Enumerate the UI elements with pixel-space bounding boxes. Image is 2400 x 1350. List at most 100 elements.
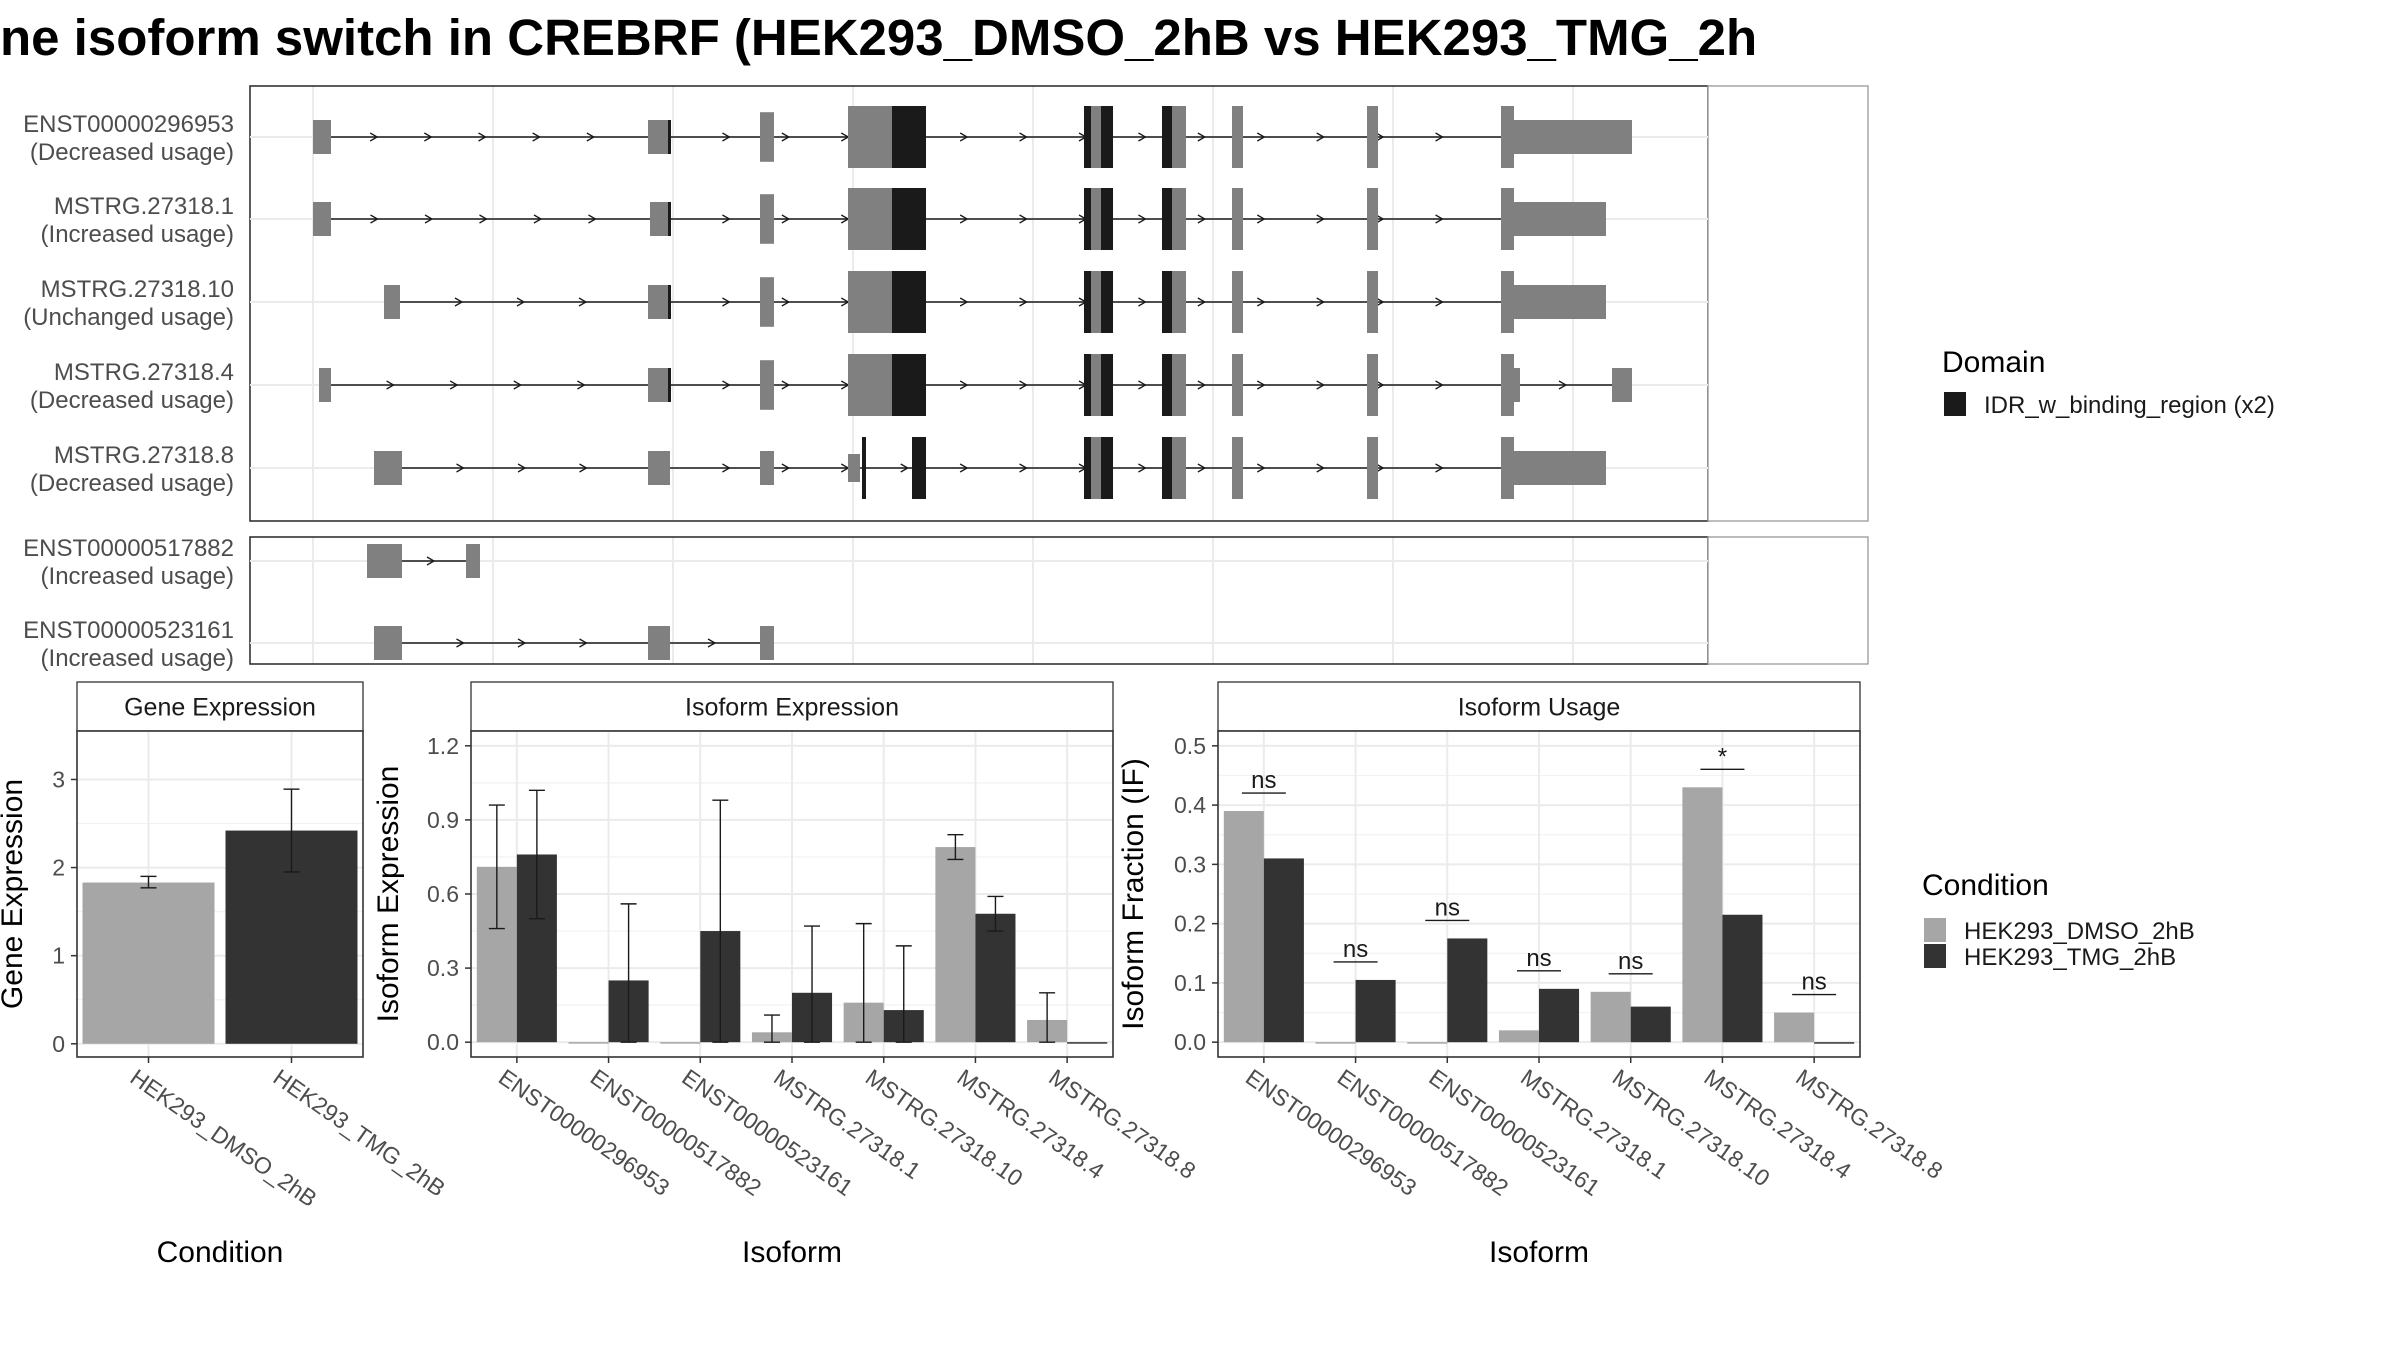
significance-label: ns <box>1618 948 1643 975</box>
bar <box>975 913 1016 1043</box>
direction-arrow <box>1435 297 1444 307</box>
direction-arrow <box>1138 463 1147 473</box>
direction-arrow <box>781 132 791 142</box>
chart-strip <box>1217 681 1861 732</box>
exon-block <box>319 368 331 402</box>
transcript-label-1: MSTRG.27318.1 (Increased usage) <box>41 193 234 248</box>
exon-block <box>1612 368 1632 402</box>
bar <box>1722 914 1763 1043</box>
domain-block <box>892 271 926 333</box>
direction-arrow <box>578 297 588 307</box>
exon-block <box>1091 106 1101 168</box>
direction-arrow <box>1316 463 1326 473</box>
y-tick-label: 0.0 <box>427 1029 459 1055</box>
y-tick-label: 0.3 <box>427 955 459 981</box>
direction-arrow <box>386 380 395 390</box>
significance-label: ns <box>1801 969 1826 996</box>
condition-legend-label-dmso: HEK293_DMSO_2hB <box>1964 918 2195 945</box>
exon-block <box>1514 368 1520 402</box>
exon-block <box>1172 188 1186 250</box>
exon-block <box>1367 437 1378 499</box>
y-tick-label: 0.1 <box>1174 970 1206 996</box>
direction-arrow <box>959 297 969 307</box>
exon-block <box>848 188 892 250</box>
bar <box>1590 991 1631 1043</box>
bar <box>1067 1042 1108 1044</box>
exon-block <box>1514 285 1606 319</box>
significance-label: * <box>1718 743 1727 770</box>
direction-arrow <box>722 463 731 473</box>
y-tick-label: 1.2 <box>427 733 459 759</box>
direction-arrow <box>722 132 731 142</box>
direction-arrow <box>1435 463 1444 473</box>
exon-block <box>384 285 400 319</box>
direction-arrow <box>1375 297 1385 307</box>
x-tick-label: ENST00000523161 <box>677 1064 857 1201</box>
domain-block <box>1101 106 1113 168</box>
y-tick-label: 0.4 <box>1174 792 1206 818</box>
transcript-label-2: MSTRG.27318.10 (Unchanged usage) <box>23 276 234 331</box>
x-axis-title: Condition <box>157 1236 284 1269</box>
direction-arrow <box>1256 463 1266 473</box>
direction-arrow <box>1019 214 1028 224</box>
exon-block <box>1172 106 1186 168</box>
exon-block <box>760 451 774 485</box>
direction-arrow <box>478 132 487 142</box>
facet-strip <box>1707 536 1869 665</box>
chart-strip <box>470 681 1114 732</box>
direction-arrow <box>1197 214 1207 224</box>
direction-arrow <box>517 463 527 473</box>
chart-title: Isoform Usage <box>1458 694 1621 722</box>
bar <box>82 882 215 1044</box>
domain-block <box>892 188 926 250</box>
direction-arrow <box>513 380 523 390</box>
direction-arrow <box>517 638 527 648</box>
domain-block <box>1084 437 1091 499</box>
direction-arrow <box>586 132 596 142</box>
bar <box>1223 811 1264 1043</box>
exon-block <box>760 112 774 162</box>
exon-block <box>466 544 480 578</box>
direction-arrow <box>1138 297 1147 307</box>
domain-block <box>1084 188 1091 250</box>
domain-legend-key <box>1944 392 1966 416</box>
direction-arrow <box>1375 463 1385 473</box>
bar <box>1407 1042 1448 1044</box>
domain-block <box>912 437 926 499</box>
domain-block <box>862 437 866 499</box>
direction-arrow <box>722 380 731 390</box>
exon-block <box>1367 106 1378 168</box>
domain-legend: Domain IDR_w_binding_region (x2) <box>1942 346 2275 419</box>
exon-block <box>760 194 774 244</box>
panel-background <box>250 86 1708 521</box>
plot-border <box>470 730 1114 1058</box>
x-tick-label: ENST00000523161 <box>1424 1064 1604 1201</box>
domain-block <box>1162 188 1172 250</box>
domain-block <box>1162 106 1172 168</box>
direction-arrow <box>370 214 379 224</box>
transcript-id: ENST00000517882 <box>23 535 234 562</box>
transcript-usage: (Decreased usage) <box>30 139 234 166</box>
bar <box>1498 1030 1539 1043</box>
transcript-id: MSTRG.27318.10 <box>41 276 234 303</box>
direction-arrow <box>533 214 543 224</box>
domain-block <box>1162 437 1172 499</box>
direction-arrow <box>722 297 731 307</box>
exon-block <box>313 120 331 154</box>
y-tick-label: 0 <box>52 1031 65 1057</box>
bar <box>660 1042 701 1044</box>
exon-block <box>848 106 892 168</box>
exon-block <box>1514 451 1606 485</box>
direction-arrow <box>1316 132 1326 142</box>
direction-arrow <box>1138 214 1147 224</box>
direction-arrow <box>959 214 969 224</box>
exon-block <box>848 454 860 482</box>
exon-block <box>760 626 774 660</box>
y-axis-title: Isoform Expression <box>372 766 405 1023</box>
direction-arrow <box>959 463 969 473</box>
direction-arrow <box>1138 380 1147 390</box>
exon-block <box>648 451 670 485</box>
exon-block <box>1232 354 1243 416</box>
transcript-usage: (Increased usage) <box>41 221 234 248</box>
domain-block <box>1162 271 1172 333</box>
